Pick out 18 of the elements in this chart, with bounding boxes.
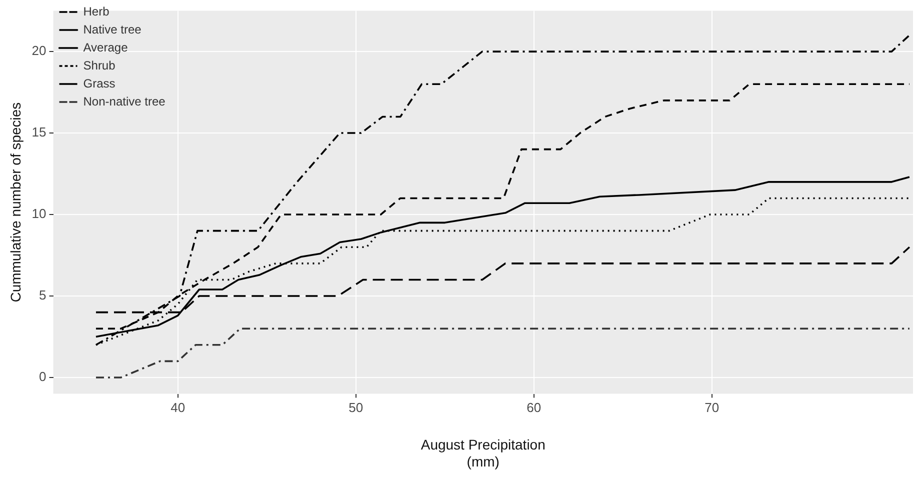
- legend-label: Non-native tree: [83, 94, 166, 108]
- y-tick-label: 0: [39, 369, 46, 384]
- legend-label: Average: [83, 40, 128, 54]
- x-tick-label: 60: [526, 400, 542, 416]
- legend-label: Grass: [83, 76, 116, 90]
- legend-label: Native tree: [83, 22, 142, 36]
- line-series: [95, 328, 910, 378]
- x-tick-label: 40: [170, 400, 186, 416]
- y-tick-label: 5: [39, 288, 46, 303]
- x-tick-label: 70: [704, 400, 720, 416]
- y-axis-title: Cummulative number of species: [7, 102, 24, 302]
- y-tick-label: 10: [32, 206, 46, 222]
- x-axis-title: August Precipitation (mm): [420, 436, 546, 470]
- y-tick-label: 15: [32, 124, 46, 140]
- legend-label: Herb: [83, 4, 110, 18]
- x-tick-label: 50: [348, 400, 364, 416]
- legend-label: Shrub: [83, 58, 116, 72]
- y-tick-label: 20: [32, 43, 46, 58]
